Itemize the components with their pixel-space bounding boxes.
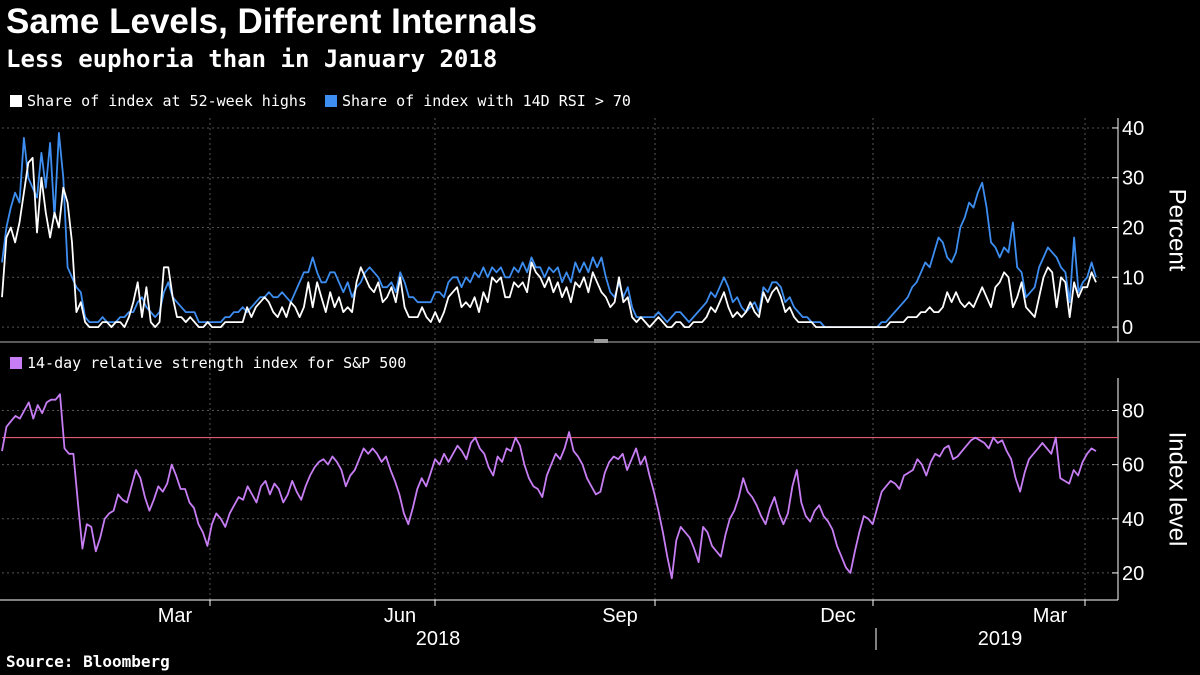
legend-swatch-rsi-share — [324, 95, 337, 107]
y-tick-label: 40 — [1122, 509, 1144, 531]
y-tick-label: 10 — [1122, 267, 1144, 289]
y-tick-label: 80 — [1122, 400, 1144, 422]
top-legend: Share of index at 52-week highs Share of… — [10, 92, 649, 110]
x-tick-label-month: Mar — [1033, 605, 1068, 627]
x-tick-label-month: Sep — [602, 605, 638, 627]
series-line-0-0 — [1, 156, 1097, 329]
legend-label-rsi-share: Share of index with 14D RSI > 70 — [341, 92, 631, 110]
panel-splitter-handle — [594, 339, 608, 343]
x-tick-label-year: 2018 — [416, 628, 461, 650]
x-tick-label-month: Dec — [820, 605, 856, 627]
legend-item-highs: Share of index at 52-week highs — [10, 92, 307, 110]
x-tick-label-year: 2019 — [978, 628, 1023, 650]
source-note: Source: Bloomberg — [6, 652, 170, 671]
bottom-legend: 14-day relative strength index for S&P 5… — [10, 354, 424, 372]
series-line-1-0 — [1, 393, 1097, 580]
axis-labels: 0 10 20 30 40 Percent 20 40 60 80 Index level Mar Ju… — [158, 118, 1191, 650]
y-tick-label: 20 — [1122, 563, 1144, 585]
x-tick-label-month: Jun — [384, 605, 416, 627]
legend-swatch-rsi-index — [10, 357, 22, 369]
axes — [0, 118, 1200, 650]
y-tick-label: 40 — [1122, 118, 1144, 140]
y-tick-label: 20 — [1122, 218, 1144, 240]
y-axis-title-1: Index level — [1164, 432, 1191, 547]
y-axis-title-0: Percent — [1164, 189, 1191, 272]
y-tick-label: 30 — [1122, 168, 1144, 190]
series-line-0-1 — [1, 131, 1097, 329]
legend-item-rsi-index: 14-day relative strength index for S&P 5… — [10, 354, 406, 372]
legend-label-highs: Share of index at 52-week highs — [27, 92, 307, 110]
series-lines — [1, 131, 1118, 580]
chart-subtitle: Less euphoria than in January 2018 — [6, 45, 498, 73]
legend-label-rsi-index: 14-day relative strength index for S&P 5… — [27, 354, 407, 372]
legend-swatch-highs — [10, 95, 22, 107]
gridlines — [2, 118, 1118, 600]
y-tick-label: 0 — [1122, 317, 1133, 339]
chart-title: Same Levels, Different Internals — [6, 2, 538, 41]
y-tick-label: 60 — [1122, 455, 1144, 477]
legend-item-rsi-share: Share of index with 14D RSI > 70 — [324, 92, 631, 110]
x-tick-label-month: Mar — [158, 605, 193, 627]
